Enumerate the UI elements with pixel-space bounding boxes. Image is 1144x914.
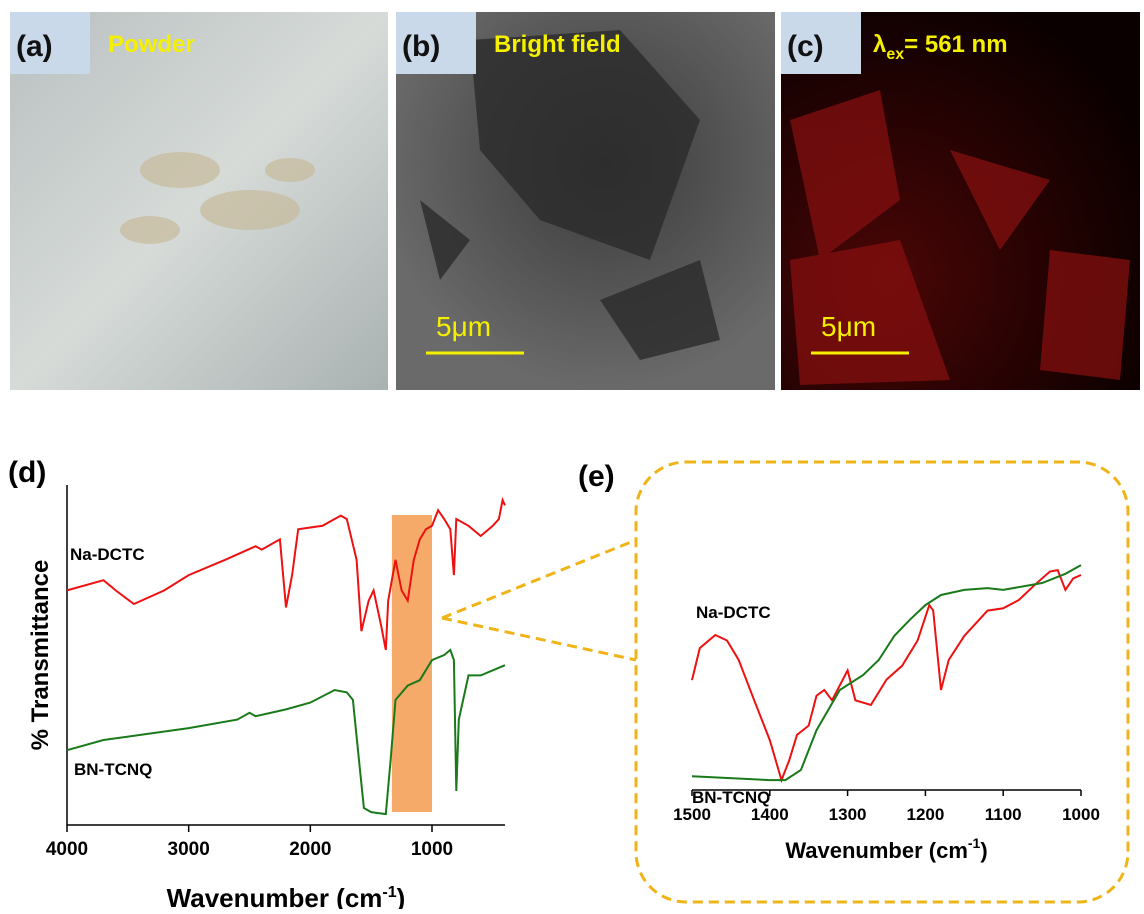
x-tick-label: 1200 xyxy=(906,805,944,824)
x-tick-label: 1300 xyxy=(829,805,867,824)
x-tick-label: 2000 xyxy=(289,839,331,860)
scale-bar-label: 5μm xyxy=(821,311,876,342)
caption-part: = 561 nm xyxy=(904,31,1007,58)
series-line xyxy=(67,500,505,650)
x-tick-label: 1500 xyxy=(673,805,711,824)
x-tick-label: 1000 xyxy=(411,839,453,860)
x-tick-label: 4000 xyxy=(46,839,88,860)
x-tick-label: 1000 xyxy=(1062,805,1100,824)
panel-caption: Bright field xyxy=(494,31,621,58)
panel-label: (c) xyxy=(787,30,824,63)
scale-bar-label: 5μm xyxy=(436,311,491,342)
x-label-part: ) xyxy=(980,838,987,863)
x-tick-label: 1100 xyxy=(985,805,1022,824)
series-label: BN-TCNQ xyxy=(692,788,770,807)
x-axis-label: Wavenumber (cm-1) xyxy=(785,835,987,863)
caption-sub: ex xyxy=(886,46,904,63)
callout-line xyxy=(442,540,636,618)
x-tick-label: 3000 xyxy=(168,839,210,860)
x-label-part: Wavenumber (cm xyxy=(167,883,383,909)
x-tick-label: 1400 xyxy=(751,805,789,824)
series-label: Na-DCTC xyxy=(70,545,145,564)
panel-label: (d) xyxy=(8,456,46,489)
figure: (a) Powder (b) Bright field 5μm (c) λex= 561 n… xyxy=(0,0,1144,909)
x-label-part: ) xyxy=(397,883,406,909)
series-line xyxy=(692,570,1081,780)
x-axis-label: Wavenumber (cm-1) xyxy=(167,883,406,909)
callout-line xyxy=(442,618,636,660)
panel-label: (a) xyxy=(16,30,53,63)
x-label-part: Wavenumber (cm xyxy=(785,838,968,863)
x-label-sup: -1 xyxy=(382,884,396,901)
callout-box xyxy=(636,462,1128,902)
series-line xyxy=(67,650,505,814)
panel-label: (b) xyxy=(402,30,440,63)
panel-label: (e) xyxy=(578,460,615,493)
highlight xyxy=(392,515,432,812)
series-label: BN-TCNQ xyxy=(74,760,152,779)
caption-part: λ xyxy=(873,31,886,58)
x-label-sup: -1 xyxy=(968,835,981,851)
panel-caption: Powder xyxy=(108,31,195,58)
series-label: Na-DCTC xyxy=(696,603,771,622)
y-axis-label: % Transmittance xyxy=(27,560,54,751)
